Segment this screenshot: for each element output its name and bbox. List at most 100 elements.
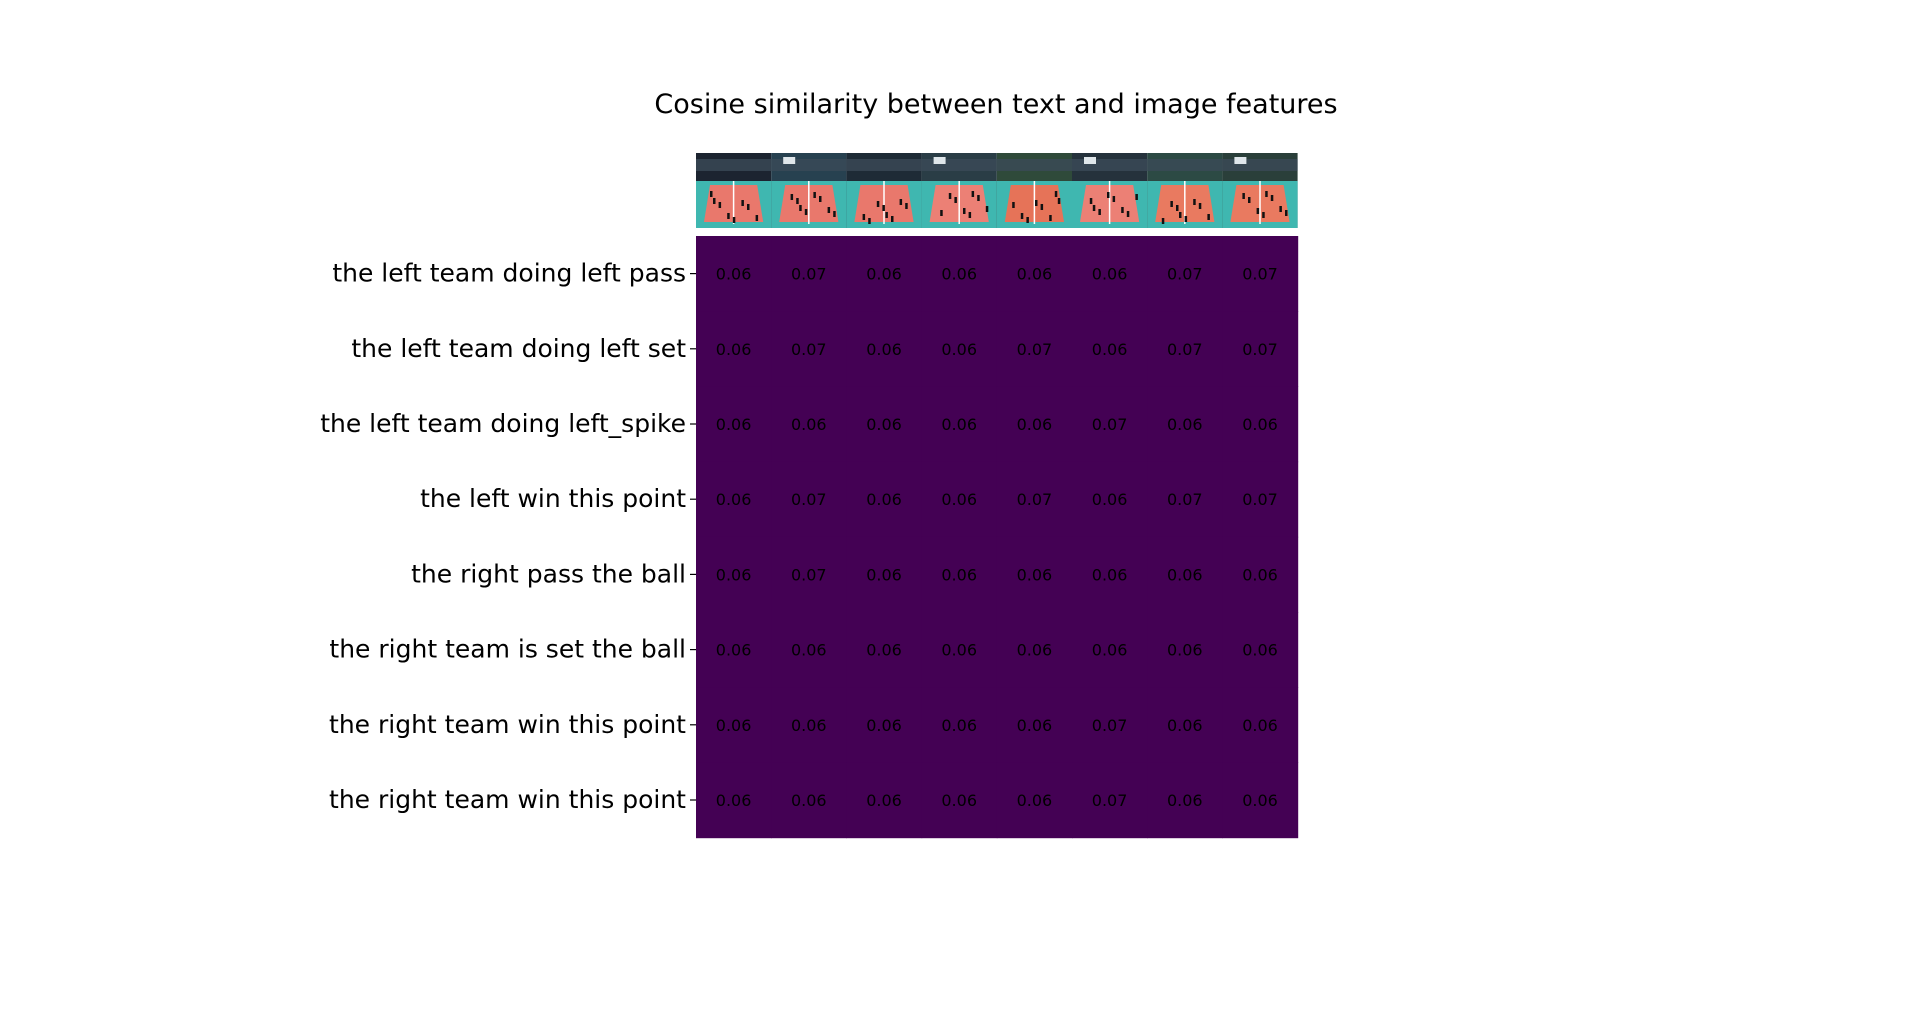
- heatmap-cell: [1147, 762, 1223, 839]
- cell-value-label: 0.06: [866, 265, 902, 284]
- cell-value-label: 0.07: [1092, 716, 1128, 735]
- heatmap-cell: [921, 687, 998, 763]
- heatmap-cell: [921, 536, 998, 613]
- cell-value-label: 0.07: [1017, 490, 1053, 509]
- y-tick-label: the left win this point: [420, 484, 686, 513]
- cell-value-label: 0.07: [791, 265, 827, 284]
- cell-value-label: 0.06: [941, 716, 977, 735]
- cell-value-label: 0.06: [1092, 490, 1128, 509]
- cell-value-label: 0.06: [866, 565, 902, 584]
- heatmap-cell: [696, 236, 772, 312]
- cell-value-label: 0.06: [716, 791, 752, 810]
- cell-value-label: 0.06: [1167, 415, 1203, 434]
- heatmap-cell: [696, 461, 772, 538]
- cell-value-label: 0.07: [791, 565, 827, 584]
- cell-value-label: 0.06: [1242, 641, 1278, 660]
- heatmap-cell: [1222, 236, 1299, 312]
- heatmap-cell: [696, 536, 772, 613]
- cell-value-label: 0.06: [866, 641, 902, 660]
- heatmap-cell: [771, 461, 847, 538]
- heatmap-cell: [1072, 612, 1148, 688]
- cell-value-label: 0.06: [716, 716, 752, 735]
- heatmap-cell: [771, 612, 847, 688]
- cell-value-label: 0.06: [716, 415, 752, 434]
- heatmap-cell: [846, 536, 923, 613]
- cell-value-label: 0.06: [1242, 791, 1278, 810]
- heatmap-cell: [996, 236, 1073, 312]
- heatmap-cell: [1147, 612, 1223, 688]
- heatmap-cell: [996, 311, 1073, 387]
- heatmap-cell: [771, 536, 847, 613]
- cell-value-label: 0.07: [1167, 265, 1203, 284]
- cell-value-label: 0.07: [1092, 415, 1128, 434]
- cell-value-label: 0.06: [716, 490, 752, 509]
- cell-value-label: 0.07: [791, 490, 827, 509]
- heatmap-cell: [1147, 461, 1223, 538]
- heatmap-cell: [921, 386, 998, 463]
- frame-thumbnail: [996, 153, 1072, 228]
- heatmap-cell: [1072, 762, 1148, 839]
- cell-value-label: 0.06: [866, 415, 902, 434]
- cell-value-label: 0.06: [866, 340, 902, 359]
- heatmap-cell: [1147, 236, 1223, 312]
- heatmap-cell: [1222, 461, 1299, 538]
- cell-value-label: 0.07: [1242, 490, 1278, 509]
- cell-value-label: 0.06: [1017, 565, 1053, 584]
- frame-thumbnail: [1147, 153, 1223, 228]
- cell-value-label: 0.06: [941, 641, 977, 660]
- cell-value-label: 0.06: [1092, 565, 1128, 584]
- heatmap-cell: [996, 536, 1073, 613]
- chart-title: Cosine similarity between text and image…: [654, 89, 1337, 120]
- heatmap-cell: [846, 386, 923, 463]
- cell-value-label: 0.06: [791, 641, 827, 660]
- heatmap-cell: [1222, 762, 1299, 839]
- y-tick-label: the right pass the ball: [411, 559, 686, 588]
- cell-value-label: 0.06: [716, 265, 752, 284]
- heatmap-cell: [996, 612, 1073, 688]
- frame-thumbnail: [771, 153, 847, 228]
- cell-value-label: 0.07: [1017, 340, 1053, 359]
- cell-value-label: 0.07: [1167, 340, 1203, 359]
- heatmap-cell: [846, 461, 923, 538]
- cell-value-label: 0.06: [1017, 791, 1053, 810]
- heatmap-cell: [1222, 311, 1299, 387]
- cell-value-label: 0.06: [866, 791, 902, 810]
- frame-thumbnail: [696, 153, 772, 228]
- heatmap-cell: [921, 461, 998, 538]
- frame-thumbnail: [1222, 153, 1298, 228]
- heatmap-cell: [846, 236, 923, 312]
- heatmap-cell: [1222, 386, 1299, 463]
- cell-value-label: 0.06: [941, 265, 977, 284]
- heatmap-cell: [846, 311, 923, 387]
- cell-value-label: 0.06: [1017, 716, 1053, 735]
- heatmap-cell: [846, 762, 923, 839]
- heatmap-cell: [1222, 536, 1299, 613]
- frame-thumbnail: [1072, 153, 1148, 228]
- heatmap-cell: [1147, 536, 1223, 613]
- cell-value-label: 0.07: [791, 340, 827, 359]
- frame-thumbnail: [921, 153, 997, 228]
- heatmap-cell: [996, 762, 1073, 839]
- heatmap-cell: [771, 236, 847, 312]
- cell-value-label: 0.06: [1017, 415, 1053, 434]
- cell-value-label: 0.06: [716, 641, 752, 660]
- cell-value-label: 0.06: [1242, 565, 1278, 584]
- cell-value-label: 0.06: [1092, 340, 1128, 359]
- heatmap-cell: [696, 311, 772, 387]
- cell-value-label: 0.06: [1167, 641, 1203, 660]
- heatmap-cell: [696, 687, 772, 763]
- cell-value-label: 0.06: [1242, 415, 1278, 434]
- heatmap-cell: [1072, 687, 1148, 763]
- cell-value-label: 0.07: [1092, 791, 1128, 810]
- heatmap-cell: [921, 762, 998, 839]
- frame-thumbnails: [696, 153, 1298, 228]
- heatmap-cell: [1147, 311, 1223, 387]
- y-tick-label: the left team doing left pass: [332, 259, 686, 288]
- y-tick-label: the right team is set the ball: [329, 635, 686, 664]
- heatmap-cell: [1072, 386, 1148, 463]
- heatmap-cell: [1072, 536, 1148, 613]
- heatmap-cell: [696, 612, 772, 688]
- cell-value-label: 0.06: [716, 565, 752, 584]
- heatmap-cell: [846, 687, 923, 763]
